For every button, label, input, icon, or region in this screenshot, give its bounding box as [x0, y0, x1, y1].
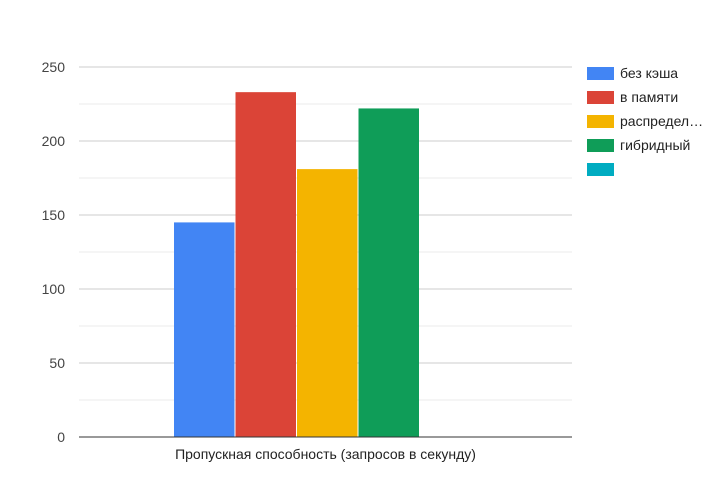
- legend-swatch: [587, 91, 614, 104]
- y-tick-label: 250: [42, 59, 66, 75]
- x-category-label: Пропускная способность (запросов в секун…: [175, 446, 476, 462]
- bar-series-2[interactable]: [235, 92, 297, 437]
- legend-swatch: [587, 115, 614, 128]
- y-tick-label: 100: [42, 281, 66, 297]
- legend-swatch: [587, 139, 614, 152]
- legend-swatch: [587, 163, 614, 176]
- bar-series-1[interactable]: [174, 222, 235, 437]
- legend: без кэша в памяти распредел… гибридный: [587, 65, 703, 176]
- bar-series-4[interactable]: [358, 108, 420, 437]
- legend-label: в памяти: [620, 89, 678, 105]
- bar-series-3[interactable]: [297, 169, 358, 437]
- legend-label: без кэша: [620, 65, 678, 81]
- legend-label: гибридный: [620, 137, 690, 153]
- legend-label: распредел…: [620, 113, 703, 129]
- legend-swatch: [587, 67, 614, 80]
- y-axis-tick-labels: 0 50 100 150 200 250: [42, 59, 66, 445]
- y-tick-label: 200: [42, 133, 66, 149]
- y-tick-label: 150: [42, 207, 66, 223]
- bars: [174, 92, 419, 437]
- y-tick-label: 50: [49, 355, 65, 371]
- y-tick-label: 0: [57, 429, 65, 445]
